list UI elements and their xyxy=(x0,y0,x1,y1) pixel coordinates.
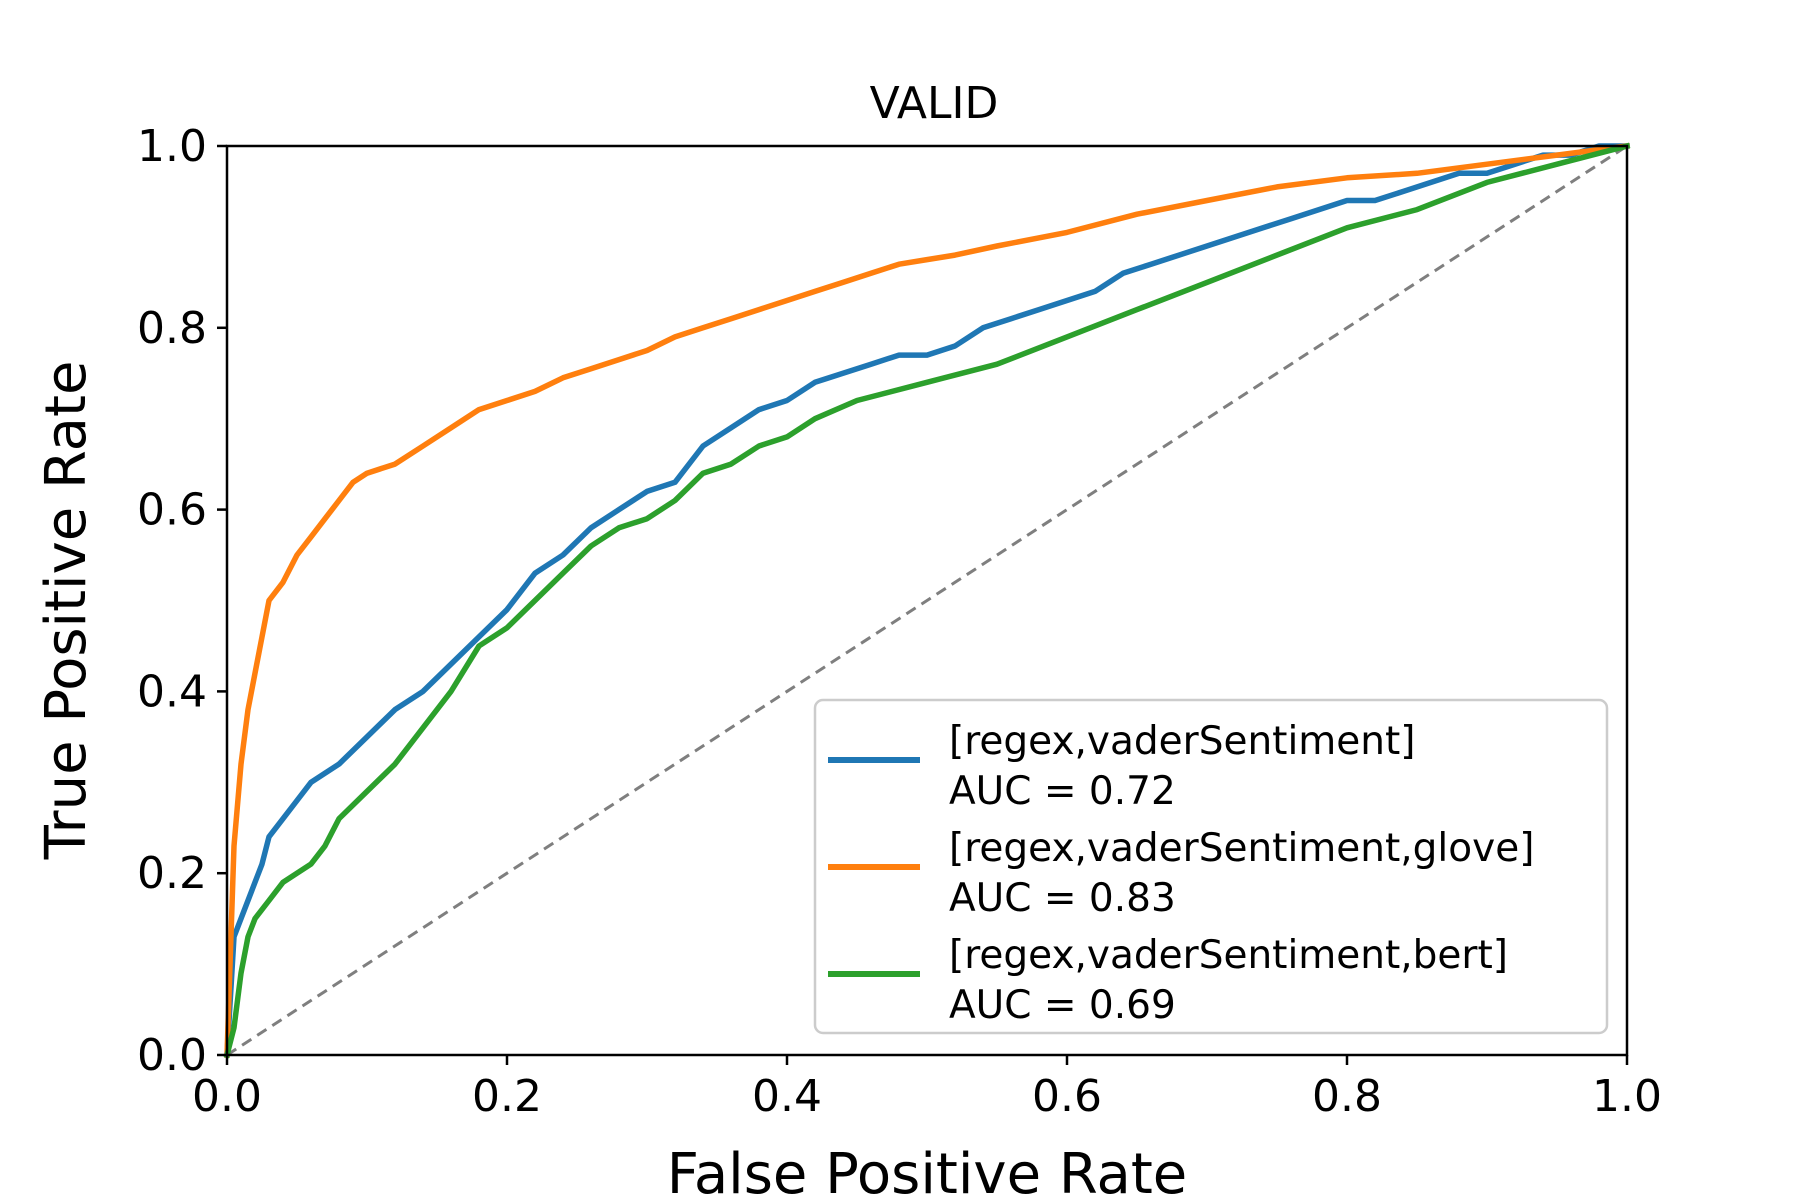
legend: [regex,vaderSentiment] AUC = 0.72 [regex,v… xyxy=(813,698,1609,1035)
legend-auc-label: AUC = 0.72 xyxy=(949,769,1176,814)
series-line-3 xyxy=(223,142,1631,1059)
legend-series-name: [regex,vaderSentiment,glove] xyxy=(949,826,1534,871)
y-tick-label: 0.6 xyxy=(137,485,207,536)
x-tick-label: 1.0 xyxy=(1592,1071,1662,1122)
plot-area xyxy=(223,142,1631,1059)
y-axis-label: True Positive Rate xyxy=(34,361,99,861)
legend-box xyxy=(813,698,1609,1035)
y-tick-label: 0.2 xyxy=(137,848,207,899)
x-tick-label: 0.4 xyxy=(752,1071,822,1122)
x-axis-ticks: 0.0 0.2 0.4 0.6 0.8 1.0 xyxy=(192,1055,1662,1122)
x-tick-label: 0.8 xyxy=(1312,1071,1382,1122)
reference-diagonal-line xyxy=(226,144,1628,1057)
legend-series-name: [regex,vaderSentiment,bert] xyxy=(949,933,1508,978)
series-line-2 xyxy=(224,142,1631,1058)
x-tick-label: 0.6 xyxy=(1032,1071,1102,1122)
legend-auc-label: AUC = 0.83 xyxy=(949,876,1176,921)
chart-title: VALID xyxy=(870,78,999,129)
y-tick-label: 0.8 xyxy=(137,303,207,354)
x-axis-label: False Positive Rate xyxy=(667,1142,1187,1200)
x-tick-label: 0.0 xyxy=(192,1071,262,1122)
y-tick-label: 0.4 xyxy=(137,666,207,717)
legend-auc-label: AUC = 0.69 xyxy=(949,983,1176,1028)
plot-frame xyxy=(225,144,1629,1057)
y-tick-label: 1.0 xyxy=(137,121,207,172)
series-line-1 xyxy=(224,143,1630,1058)
y-axis-ticks: 0.0 0.2 0.4 0.6 0.8 1.0 xyxy=(137,121,227,1081)
y-tick-label: 0.0 xyxy=(137,1030,207,1081)
legend-series-name: [regex,vaderSentiment] xyxy=(949,719,1416,764)
x-tick-label: 0.2 xyxy=(472,1071,542,1122)
